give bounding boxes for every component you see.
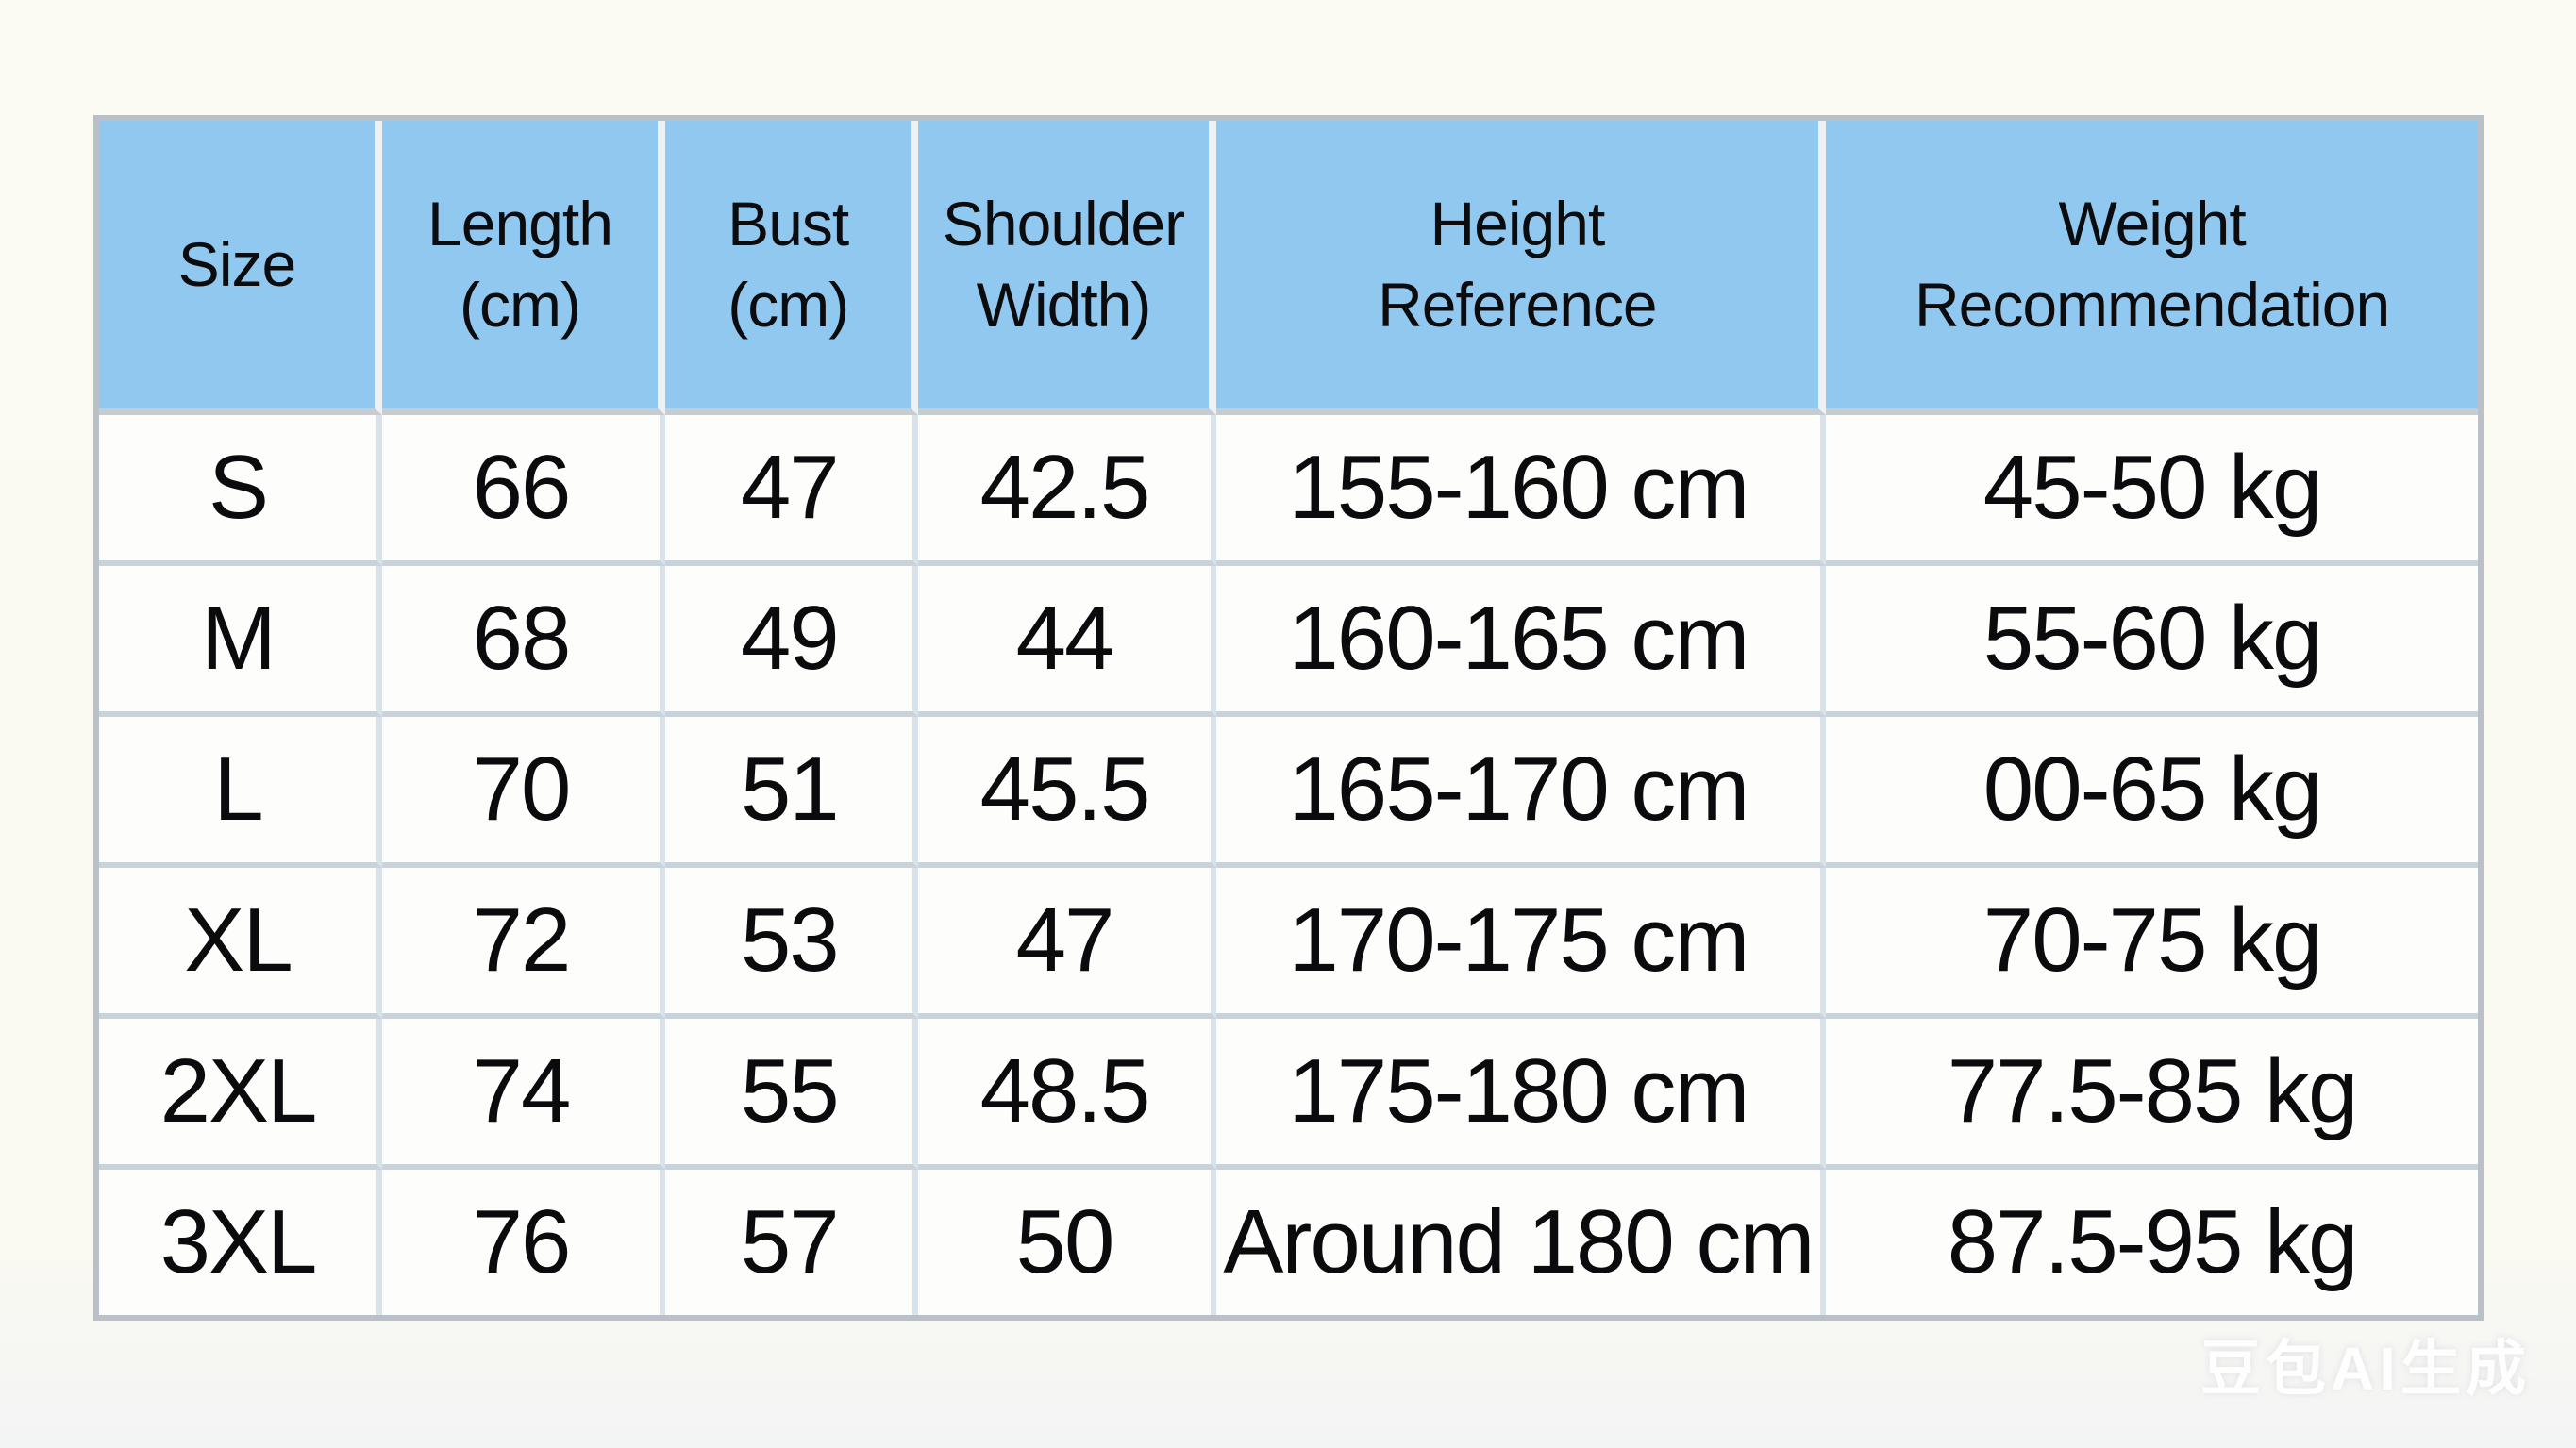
- cell-length: 68: [381, 566, 665, 717]
- column-header-bust: Bust (cm): [664, 121, 919, 415]
- cell-size: S: [99, 415, 382, 566]
- table-row-xl: XL 72 53 47 170-175 cm 70-75 kg: [99, 868, 2478, 1019]
- cell-shoulder: 47: [918, 868, 1216, 1019]
- cell-weight: 00-65 kg: [1826, 717, 2478, 868]
- cell-shoulder: 50: [918, 1170, 1216, 1315]
- cell-length: 74: [381, 1019, 665, 1170]
- cell-height: 160-165 cm: [1215, 566, 1827, 717]
- header-row: Size Length (cm) Bust (cm) Shoulder Widt…: [99, 121, 2478, 415]
- cell-size: L: [99, 717, 382, 868]
- cell-weight: 87.5-95 kg: [1826, 1170, 2478, 1315]
- cell-shoulder: 48.5: [918, 1019, 1216, 1170]
- cell-size: XL: [99, 868, 382, 1019]
- table-row-m: M 68 49 44 160-165 cm 55-60 kg: [99, 566, 2478, 717]
- cell-shoulder: 42.5: [918, 415, 1216, 566]
- cell-height: 175-180 cm: [1215, 1019, 1827, 1170]
- cell-bust: 49: [664, 566, 919, 717]
- cell-bust: 51: [664, 717, 919, 868]
- cell-weight: 77.5-85 kg: [1826, 1019, 2478, 1170]
- column-header-shoulder-width: Shoulder Width): [918, 121, 1216, 415]
- column-header-length: Length (cm): [381, 121, 665, 415]
- column-header-weight-recommendation: Weight Recommendation: [1826, 121, 2478, 415]
- cell-weight: 70-75 kg: [1826, 868, 2478, 1019]
- cell-length: 76: [381, 1170, 665, 1315]
- cell-size: 3XL: [99, 1170, 382, 1315]
- cell-weight: 55-60 kg: [1826, 566, 2478, 717]
- cell-bust: 57: [664, 1170, 919, 1315]
- column-header-height-reference: Height Reference: [1215, 121, 1827, 415]
- cell-bust: 53: [664, 868, 919, 1019]
- cell-height: 170-175 cm: [1215, 868, 1827, 1019]
- cell-height: 155-160 cm: [1215, 415, 1827, 566]
- cell-length: 70: [381, 717, 665, 868]
- cell-size: 2XL: [99, 1019, 382, 1170]
- cell-bust: 55: [664, 1019, 919, 1170]
- table-row-l: L 70 51 45.5 165-170 cm 00-65 kg: [99, 717, 2478, 868]
- size-chart-table: Size Length (cm) Bust (cm) Shoulder Widt…: [93, 115, 2484, 1321]
- table-row-3xl: 3XL 76 57 50 Around 180 cm 87.5-95 kg: [99, 1170, 2478, 1315]
- cell-height: 165-170 cm: [1215, 717, 1827, 868]
- column-header-size: Size: [99, 121, 382, 415]
- cell-shoulder: 45.5: [918, 717, 1216, 868]
- cell-weight: 45-50 kg: [1826, 415, 2478, 566]
- cell-length: 72: [381, 868, 665, 1019]
- cell-bust: 47: [664, 415, 919, 566]
- ai-generated-watermark: 豆包AI生成: [2200, 1335, 2531, 1403]
- cell-length: 66: [381, 415, 665, 566]
- table-row-s: S 66 47 42.5 155-160 cm 45-50 kg: [99, 415, 2478, 566]
- cell-height: Around 180 cm: [1215, 1170, 1827, 1315]
- cell-size: M: [99, 566, 382, 717]
- table-row-2xl: 2XL 74 55 48.5 175-180 cm 77.5-85 kg: [99, 1019, 2478, 1170]
- cell-shoulder: 44: [918, 566, 1216, 717]
